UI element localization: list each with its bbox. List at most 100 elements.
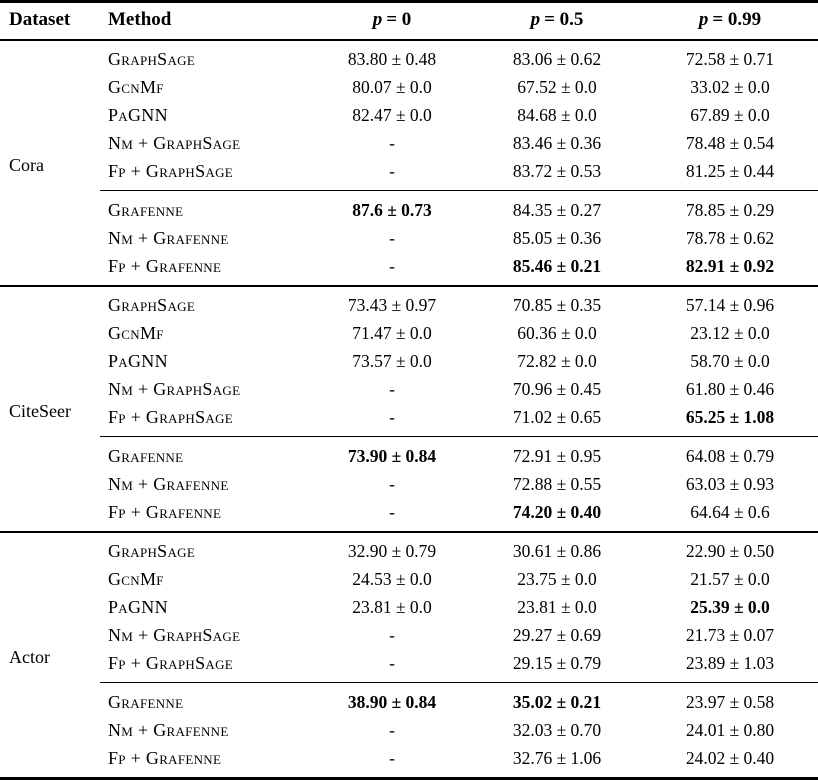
- p099-cell: 65.25 ± 1.08: [685, 407, 775, 427]
- p05-cell: 84.35 ± 0.27: [472, 190, 642, 224]
- method-cell: Nm + GraphSage: [108, 133, 241, 153]
- p099-cell: 57.14 ± 0.96: [685, 295, 775, 315]
- p05-cell: 72.82 ± 0.0: [517, 351, 597, 371]
- method-cell: GcnMf: [108, 77, 164, 97]
- p099-cell: 67.89 ± 0.0: [690, 105, 770, 125]
- method-cell: Nm + Grafenne: [108, 720, 229, 740]
- table-row: Fp + GraphSage - 71.02 ± 0.65 65.25 ± 1.…: [0, 403, 818, 437]
- table-row: GcnMf 24.53 ± 0.0 23.75 ± 0.0 21.57 ± 0.…: [0, 565, 818, 593]
- p0-cell: 71.47 ± 0.0: [352, 323, 432, 343]
- p-value: = 0.99: [712, 9, 762, 30]
- method-cell: Fp + Grafenne: [108, 256, 222, 276]
- p0-cell: 73.90 ± 0.84: [312, 436, 472, 470]
- p05-cell: 30.61 ± 0.86: [512, 541, 602, 561]
- p05-cell: 72.88 ± 0.55: [512, 474, 602, 494]
- table-row: Nm + GraphSage - 70.96 ± 0.45 61.80 ± 0.…: [0, 375, 818, 403]
- p099-cell: 23.97 ± 0.58: [642, 682, 818, 716]
- p05-cell: 70.96 ± 0.45: [512, 379, 602, 399]
- method-cell: GcnMf: [108, 569, 164, 589]
- p0-cell: 32.90 ± 0.79: [347, 541, 437, 561]
- p099-cell: 21.73 ± 0.07: [685, 625, 775, 645]
- p0-cell: -: [389, 625, 395, 645]
- dataset-label: CiteSeer: [9, 401, 71, 421]
- table-row: Nm + GraphSage - 29.27 ± 0.69 21.73 ± 0.…: [0, 621, 818, 649]
- p0-cell: 80.07 ± 0.0: [352, 77, 432, 97]
- p099-cell: 78.78 ± 0.62: [685, 228, 775, 248]
- p05-cell: 70.85 ± 0.35: [512, 295, 602, 315]
- p0-cell: -: [389, 379, 395, 399]
- p-symbol: p: [698, 9, 709, 30]
- p0-cell: -: [389, 748, 395, 768]
- p099-cell: 64.64 ± 0.6: [690, 502, 770, 522]
- p0-cell: -: [389, 720, 395, 740]
- p099-cell: 23.89 ± 1.03: [685, 653, 775, 673]
- method-cell: Nm + Grafenne: [108, 228, 229, 248]
- p099-cell: 61.80 ± 0.46: [685, 379, 775, 399]
- method-cell: PaGNN: [108, 597, 168, 617]
- method-cell: Fp + GraphSage: [108, 161, 233, 181]
- p099-cell: 63.03 ± 0.93: [685, 474, 775, 494]
- p05-cell: 32.03 ± 0.70: [512, 720, 602, 740]
- p05-cell: 23.81 ± 0.0: [517, 597, 597, 617]
- p099-cell: 21.57 ± 0.0: [690, 569, 770, 589]
- method-cell: Fp + Grafenne: [108, 748, 222, 768]
- p0-cell: -: [389, 502, 395, 522]
- p099-cell: 33.02 ± 0.0: [690, 77, 770, 97]
- section-citeseer: CiteSeer GraphSage 73.43 ± 0.97 70.85 ± …: [0, 286, 818, 532]
- method-cell: Fp + Grafenne: [108, 502, 222, 522]
- p0-cell: -: [389, 256, 395, 276]
- section-cora: Cora GraphSage 83.80 ± 0.48 83.06 ± 0.62…: [0, 40, 818, 286]
- table-row: GcnMf 80.07 ± 0.0 67.52 ± 0.0 33.02 ± 0.…: [0, 73, 818, 101]
- col-header-p05: p = 0.5: [472, 1, 642, 41]
- p0-cell: -: [389, 133, 395, 153]
- p05-cell: 35.02 ± 0.21: [472, 682, 642, 716]
- p05-cell: 85.05 ± 0.36: [512, 228, 602, 248]
- p05-cell: 29.27 ± 0.69: [512, 625, 602, 645]
- table-row: Grafenne 73.90 ± 0.84 72.91 ± 0.95 64.08…: [0, 436, 818, 470]
- p099-cell: 82.91 ± 0.92: [685, 256, 775, 276]
- method-cell: GraphSage: [108, 49, 196, 69]
- p0-cell: -: [389, 653, 395, 673]
- method-cell: Nm + GraphSage: [108, 379, 241, 399]
- p05-cell: 60.36 ± 0.0: [517, 323, 597, 343]
- method-cell: Nm + Grafenne: [108, 474, 229, 494]
- p0-cell: 24.53 ± 0.0: [352, 569, 432, 589]
- p099-cell: 23.12 ± 0.0: [690, 323, 770, 343]
- p05-cell: 71.02 ± 0.65: [512, 407, 602, 427]
- method-cell: Nm + GraphSage: [108, 625, 241, 645]
- p099-cell: 78.48 ± 0.54: [685, 133, 775, 153]
- table-row: Fp + GraphSage - 83.72 ± 0.53 81.25 ± 0.…: [0, 157, 818, 191]
- p099-cell: 72.58 ± 0.71: [685, 49, 775, 69]
- table-row: PaGNN 23.81 ± 0.0 23.81 ± 0.0 25.39 ± 0.…: [0, 593, 818, 621]
- table-row: Nm + Grafenne - 85.05 ± 0.36 78.78 ± 0.6…: [0, 224, 818, 252]
- p05-cell: 67.52 ± 0.0: [517, 77, 597, 97]
- p0-cell: 38.90 ± 0.84: [312, 682, 472, 716]
- p05-cell: 83.72 ± 0.53: [512, 161, 602, 181]
- dataset-label: Cora: [9, 155, 44, 175]
- table-row: Cora GraphSage 83.80 ± 0.48 83.06 ± 0.62…: [0, 40, 818, 175]
- dataset-label: Actor: [9, 647, 50, 667]
- p0-cell: -: [389, 474, 395, 494]
- method-cell: Grafenne: [100, 436, 312, 470]
- p099-cell: 22.90 ± 0.50: [685, 541, 775, 561]
- col-header-dataset: Dataset: [0, 1, 100, 41]
- method-cell: PaGNN: [108, 351, 168, 371]
- table-row: CiteSeer GraphSage 73.43 ± 0.97 70.85 ± …: [0, 286, 818, 421]
- p05-cell: 83.06 ± 0.62: [512, 49, 602, 69]
- p05-cell: 83.46 ± 0.36: [512, 133, 602, 153]
- p05-cell: 74.20 ± 0.40: [512, 502, 602, 522]
- p099-cell: 78.85 ± 0.29: [642, 190, 818, 224]
- table-row: Fp + Grafenne - 85.46 ± 0.21 82.91 ± 0.9…: [0, 252, 818, 286]
- method-cell: GcnMf: [108, 323, 164, 343]
- p0-cell: 83.80 ± 0.48: [347, 49, 437, 69]
- p05-cell: 85.46 ± 0.21: [512, 256, 602, 276]
- p05-cell: 72.91 ± 0.95: [472, 436, 642, 470]
- table-row: PaGNN 82.47 ± 0.0 84.68 ± 0.0 67.89 ± 0.…: [0, 101, 818, 129]
- p0-cell: -: [389, 228, 395, 248]
- table-row: Grafenne 87.6 ± 0.73 84.35 ± 0.27 78.85 …: [0, 190, 818, 224]
- table-row: Fp + GraphSage - 29.15 ± 0.79 23.89 ± 1.…: [0, 649, 818, 683]
- header-row: Dataset Method p = 0 p = 0.5 p = 0.99: [0, 1, 818, 41]
- p0-cell: -: [389, 407, 395, 427]
- p0-cell: 23.81 ± 0.0: [352, 597, 432, 617]
